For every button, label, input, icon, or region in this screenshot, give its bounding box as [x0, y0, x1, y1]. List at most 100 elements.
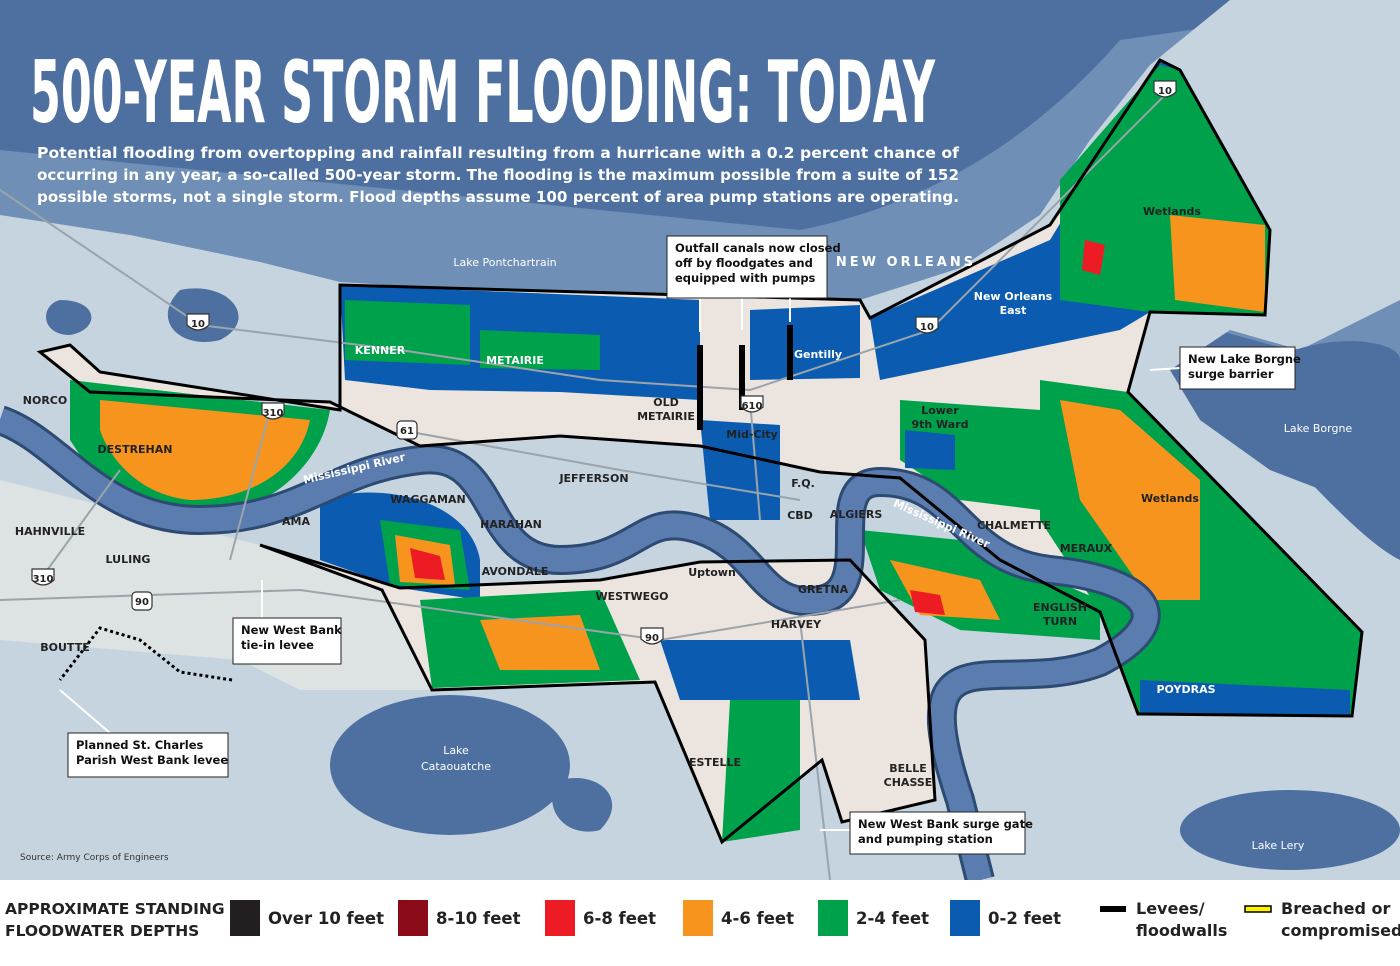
callout-text-line: equipped with pumps — [675, 271, 816, 285]
callout-text-line: off by floodgates and — [675, 256, 813, 270]
place-label-line: JEFFERSON — [558, 472, 628, 485]
legend-label-line: floodwalls — [1136, 921, 1227, 940]
callout-text-line: New West Bank — [241, 623, 342, 637]
place-label-line: TURN — [1043, 615, 1077, 628]
place-label: ESTELLE — [689, 756, 741, 769]
callout-text-line: New Lake Borgne — [1188, 352, 1301, 366]
place-label-line: DESTREHAN — [98, 443, 173, 456]
water-label: Lake Pontchartrain — [453, 256, 556, 269]
place-label-line: HAHNVILLE — [15, 525, 85, 538]
water-label-line: Lake — [443, 744, 469, 757]
legend-label-line: Over 10 feet — [268, 909, 384, 928]
callout-text-line: Planned St. Charles — [76, 738, 203, 752]
place-label-line: HARVEY — [771, 618, 822, 631]
flood-zone — [905, 430, 955, 470]
callout-text-line: surge barrier — [1188, 367, 1274, 381]
legend-label-line: Levees/ — [1136, 899, 1205, 918]
place-label-line: NEW ORLEANS — [836, 255, 976, 270]
legend-swatch — [818, 900, 848, 936]
place-label-line: 9th Ward — [911, 418, 968, 431]
place-label: MERAUX — [1060, 542, 1113, 555]
place-label: CBD — [787, 509, 813, 522]
place-label: Mid-City — [726, 428, 777, 441]
callout-text-line: Outfall canals now closed — [675, 241, 841, 255]
flood-zone — [750, 305, 860, 380]
place-label-line: East — [1000, 304, 1027, 317]
place-label: Uptown — [688, 566, 736, 579]
legend-label-line: 8-10 feet — [436, 909, 521, 928]
callout-text-line: tie-in levee — [241, 638, 314, 652]
place-label-line: Mid-City — [726, 428, 777, 441]
place-label-line: Gentilly — [794, 348, 842, 361]
place-label-line: AMA — [282, 515, 310, 528]
place-label: HARAHAN — [480, 518, 542, 531]
place-label-line: Wetlands — [1141, 492, 1199, 505]
legend-label: 4-6 feet — [721, 909, 794, 928]
place-label-line: HARAHAN — [480, 518, 542, 531]
place-label: ALGIERS — [830, 508, 883, 521]
place-label-line: BELLE — [889, 762, 926, 775]
water-label: Lake Lery — [1252, 839, 1305, 852]
place-label-line: LULING — [106, 553, 151, 566]
legend-swatch — [545, 900, 575, 936]
legend-label: 6-8 feet — [583, 909, 656, 928]
shield-number: 10 — [920, 322, 934, 333]
place-label-line: METAIRIE — [486, 354, 544, 367]
flood-zone — [1170, 215, 1265, 312]
place-label: WESTWEGO — [595, 590, 668, 603]
place-label-line: WAGGAMAN — [390, 493, 465, 506]
legend-label-line: 4-6 feet — [721, 909, 794, 928]
map: 500-YEAR STORM FLOODING: TODAYPotential … — [0, 0, 1400, 966]
legend-line — [1245, 906, 1271, 912]
place-label-line: KENNER — [355, 344, 406, 357]
shield-number: 10 — [191, 319, 205, 330]
place-label-line: Uptown — [688, 566, 736, 579]
legend-label-line: 6-8 feet — [583, 909, 656, 928]
legend-line — [1100, 906, 1126, 912]
callout-text-line: and pumping station — [858, 832, 993, 846]
place-label: POYDRAS — [1156, 683, 1215, 696]
place-label-line: MERAUX — [1060, 542, 1113, 555]
legend-label: 8-10 feet — [436, 909, 521, 928]
source: Source: Army Corps of Engineers — [20, 853, 169, 863]
legend-label: 2-4 feet — [856, 909, 929, 928]
place-label: NORCO — [23, 394, 67, 407]
callout-text-line: New West Bank surge gate — [858, 817, 1033, 831]
legend-label-line: 0-2 feet — [988, 909, 1061, 928]
water-label: Lake Borgne — [1284, 422, 1353, 435]
water-label-line: Lake Borgne — [1284, 422, 1353, 435]
shield-number: 610 — [742, 401, 763, 412]
place-label: NEW ORLEANS — [836, 255, 976, 270]
legend-title-line: APPROXIMATE STANDING — [5, 900, 225, 918]
shield-number: 61 — [400, 426, 414, 437]
flood-zone — [722, 700, 800, 842]
place-label-line: ALGIERS — [830, 508, 883, 521]
legend-swatch — [950, 900, 980, 936]
shield-number: 10 — [1158, 86, 1172, 97]
place-label: KENNER — [355, 344, 406, 357]
place-label-line: ENGLISH — [1033, 601, 1087, 614]
place-label: GRETNA — [798, 583, 849, 596]
place-label-line: F.Q. — [791, 477, 815, 490]
place-label-line: New Orleans — [974, 290, 1053, 303]
place-label-line: POYDRAS — [1156, 683, 1215, 696]
water-label-line: Cataouatche — [421, 760, 491, 773]
legend-label: Over 10 feet — [268, 909, 384, 928]
legend-swatch — [683, 900, 713, 936]
legend-swatch — [398, 900, 428, 936]
legend-swatch — [230, 900, 260, 936]
place-label: Wetlands — [1143, 205, 1201, 218]
place-label-line: ESTELLE — [689, 756, 741, 769]
place-label: METAIRIE — [486, 354, 544, 367]
description: Potential flooding from overtopping and … — [37, 144, 959, 162]
description: possible storms, not a single storm. Flo… — [37, 188, 959, 206]
shield-number: 310 — [33, 574, 54, 585]
place-label: AVONDALE — [482, 565, 549, 578]
place-label-line: Wetlands — [1143, 205, 1201, 218]
place-label: AMA — [282, 515, 310, 528]
place-label: BOUTTE — [40, 641, 89, 654]
water-label-line: Lake Pontchartrain — [453, 256, 556, 269]
place-label: WAGGAMAN — [390, 493, 465, 506]
place-label: BELLECHASSE — [884, 762, 933, 789]
place-label-line: GRETNA — [798, 583, 849, 596]
